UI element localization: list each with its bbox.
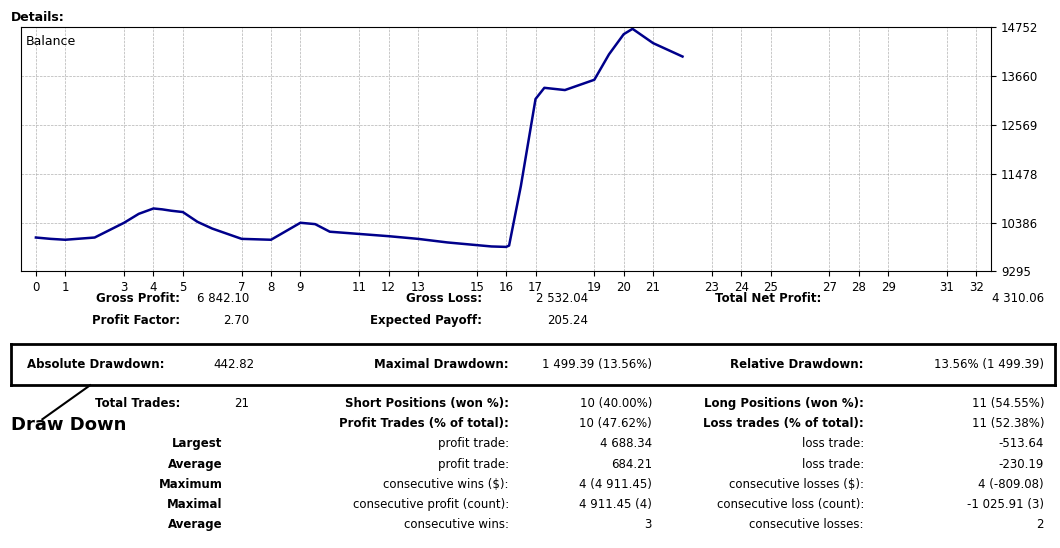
Text: 4 (-809.08): 4 (-809.08) — [978, 478, 1044, 491]
Text: 205.24: 205.24 — [547, 314, 588, 327]
Text: 2: 2 — [1037, 518, 1044, 532]
Text: Average: Average — [167, 518, 223, 532]
Text: Average: Average — [167, 458, 223, 471]
Text: profit trade:: profit trade: — [438, 437, 509, 450]
Text: 21: 21 — [234, 397, 249, 410]
Text: 11 (54.55%): 11 (54.55%) — [972, 397, 1044, 410]
Text: Largest: Largest — [172, 437, 223, 450]
Text: Long Positions (won %):: Long Positions (won %): — [704, 397, 864, 410]
Text: Short Positions (won %):: Short Positions (won %): — [344, 397, 509, 410]
Text: Maximum: Maximum — [159, 478, 223, 491]
Text: 6 842.10: 6 842.10 — [197, 292, 249, 305]
Text: 3: 3 — [644, 518, 652, 532]
Text: 4 310.06: 4 310.06 — [992, 292, 1044, 305]
Text: -1 025.91 (3): -1 025.91 (3) — [967, 498, 1044, 511]
Text: Total Net Profit:: Total Net Profit: — [716, 292, 822, 305]
Text: consecutive losses:: consecutive losses: — [749, 518, 864, 532]
Text: Gross Profit:: Gross Profit: — [96, 292, 180, 305]
Text: Expected Payoff:: Expected Payoff: — [370, 314, 482, 327]
Text: 10 (47.62%): 10 (47.62%) — [579, 416, 652, 430]
Text: 1 499.39 (13.56%): 1 499.39 (13.56%) — [542, 358, 652, 371]
Text: Absolute Drawdown:: Absolute Drawdown: — [26, 358, 164, 371]
Text: -513.64: -513.64 — [999, 437, 1044, 450]
Text: Gross Loss:: Gross Loss: — [406, 292, 482, 305]
Text: Draw Down: Draw Down — [11, 416, 126, 433]
Text: 442.82: 442.82 — [213, 358, 254, 371]
Text: 684.21: 684.21 — [611, 458, 652, 471]
Text: consecutive profit (count):: consecutive profit (count): — [353, 498, 509, 511]
Text: Maximal: Maximal — [167, 498, 223, 511]
Text: -230.19: -230.19 — [999, 458, 1044, 471]
Text: 4 911.45 (4): 4 911.45 (4) — [579, 498, 652, 511]
Text: consecutive wins:: consecutive wins: — [404, 518, 509, 532]
Text: Maximal Drawdown:: Maximal Drawdown: — [374, 358, 509, 371]
Text: consecutive wins ($):: consecutive wins ($): — [384, 478, 509, 491]
Text: 2 532.04: 2 532.04 — [536, 292, 588, 305]
Text: 13.56% (1 499.39): 13.56% (1 499.39) — [934, 358, 1044, 371]
Text: 10 (40.00%): 10 (40.00%) — [580, 397, 652, 410]
Text: Balance: Balance — [26, 35, 76, 48]
Text: 4 688.34: 4 688.34 — [600, 437, 652, 450]
Text: Profit Factor:: Profit Factor: — [92, 314, 180, 327]
Text: loss trade:: loss trade: — [801, 437, 864, 450]
Text: profit trade:: profit trade: — [438, 458, 509, 471]
Text: Total Trades:: Total Trades: — [94, 397, 180, 410]
Text: Profit Trades (% of total):: Profit Trades (% of total): — [339, 416, 509, 430]
Text: 11 (52.38%): 11 (52.38%) — [972, 416, 1044, 430]
Text: loss trade:: loss trade: — [801, 458, 864, 471]
Text: 4 (4 911.45): 4 (4 911.45) — [579, 478, 652, 491]
Text: Details:: Details: — [11, 11, 65, 24]
Text: consecutive losses ($):: consecutive losses ($): — [729, 478, 864, 491]
Text: consecutive loss (count):: consecutive loss (count): — [717, 498, 864, 511]
Text: Loss trades (% of total):: Loss trades (% of total): — [703, 416, 864, 430]
Text: 2.70: 2.70 — [223, 314, 249, 327]
Text: Relative Drawdown:: Relative Drawdown: — [730, 358, 864, 371]
